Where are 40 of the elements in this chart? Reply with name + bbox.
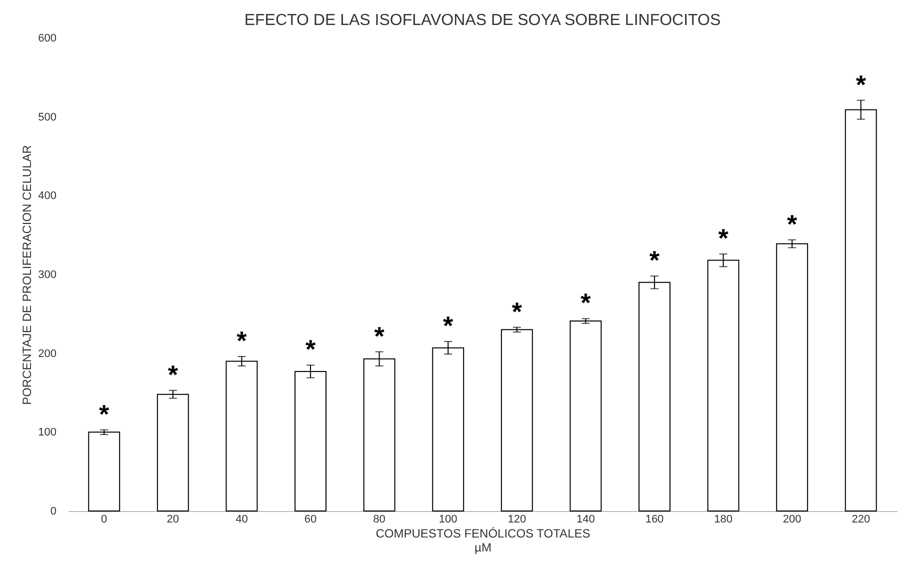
x-tick-label: 200	[782, 514, 802, 526]
bar	[776, 243, 808, 512]
annotation: *	[580, 288, 592, 318]
annotation: *	[512, 296, 523, 326]
y-tick-label: 400	[38, 190, 56, 202]
y-axis-title: PORCENTAJE DE PROLIFERACION CELULAR	[20, 144, 34, 405]
x-tick-label: 120	[508, 514, 526, 526]
annotation: *	[305, 334, 316, 364]
y-tick-label: 600	[38, 32, 56, 44]
y-tick-label: 0	[50, 506, 56, 518]
x-tick-label: 160	[645, 514, 664, 526]
chart-title: EFECTO DE LAS ISOFLAVONAS DE SOYA SOBRE LINFOCITOS	[244, 12, 721, 29]
bar	[88, 432, 120, 512]
x-tick-label: 40	[236, 514, 248, 526]
x-tick-label: 60	[304, 514, 317, 526]
x-tick-label: 0	[101, 514, 108, 526]
y-tick-label: 500	[38, 111, 56, 124]
x-tick-label: 80	[373, 514, 386, 526]
annotation: *	[374, 320, 386, 351]
x-tick-label: 220	[852, 514, 870, 526]
bar	[500, 329, 533, 512]
annotation: *	[443, 310, 454, 341]
annotation: *	[718, 223, 730, 254]
annotation: *	[649, 245, 660, 276]
x-tick-label: 140	[576, 514, 595, 526]
y-tick-label: 200	[38, 348, 56, 360]
bar	[570, 320, 602, 512]
annotation: *	[168, 359, 179, 390]
x-tick-label: 180	[714, 514, 732, 526]
x-axis-title: COMPUESTOS FENÓLICOS TOTALES µM	[376, 526, 590, 554]
x-tick-label: 20	[166, 514, 180, 526]
annotation: *	[99, 398, 110, 429]
bar	[226, 360, 258, 512]
x-tick-label: 100	[438, 514, 458, 526]
annotation: *	[236, 325, 248, 356]
annotation: *	[856, 69, 867, 100]
bar	[156, 394, 189, 512]
y-tick-label: 300	[38, 269, 56, 281]
y-tick-label: 100	[38, 426, 56, 439]
annotation: *	[787, 208, 798, 239]
